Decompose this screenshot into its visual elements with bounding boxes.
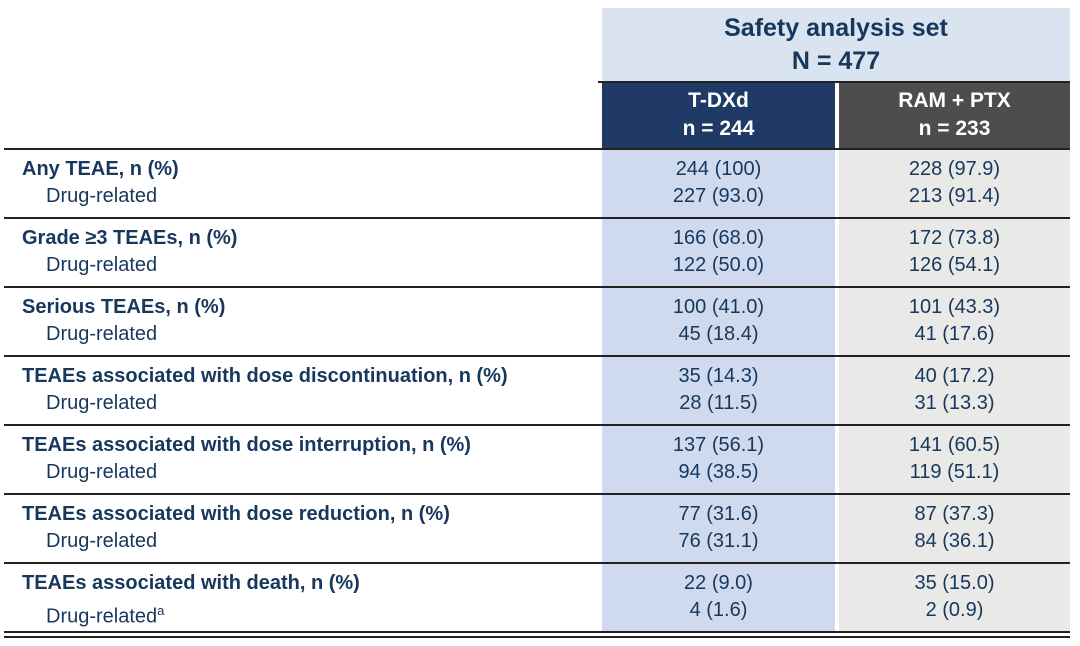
tdxd-sub-value: 122 (50.0): [672, 254, 765, 276]
tdxd-value-cell: 100 (41.0) 45 (18.4): [602, 288, 835, 355]
row-label: TEAEs associated with death, n (%): [22, 572, 360, 594]
tdxd-name: T-DXd: [688, 89, 749, 112]
banner-left-spacer: [0, 8, 602, 81]
ram-value-cell: 101 (43.3) 41 (17.6): [839, 288, 1070, 355]
tdxd-value-cell: 137 (56.1) 94 (38.5): [602, 426, 835, 493]
ram-value: 101 (43.3): [908, 296, 1001, 318]
ram-value-cell: 172 (73.8) 126 (54.1): [839, 219, 1070, 286]
safety-set-header: Safety analysis set N = 477: [602, 8, 1070, 81]
column-header-row: T-DXd n = 244 RAM + PTX n = 233: [0, 83, 1080, 148]
ram-value-cell: 87 (37.3) 84 (36.1): [839, 495, 1070, 562]
ram-value: 228 (97.9): [908, 158, 1001, 180]
row-sublabel: Drug-related: [46, 254, 158, 276]
safety-set-n: N = 477: [791, 47, 881, 75]
rule-bar: [598, 81, 1070, 83]
row-separator-rule: [0, 424, 1080, 426]
row-sublabel: Drug-related: [46, 461, 158, 483]
ram-value-cell: 35 (15.0) 2 (0.9): [839, 564, 1070, 631]
tdxd-sub-value: 45 (18.4): [678, 323, 759, 345]
row-label: Grade ≥3 TEAEs, n (%): [22, 227, 238, 249]
footnote-marker: a: [157, 603, 165, 618]
tdxd-value: 166 (68.0): [672, 227, 765, 249]
banner-bottom-rule: [0, 81, 1080, 83]
tdxd-value-cell: 166 (68.0) 122 (50.0): [602, 219, 835, 286]
ram-value: 172 (73.8): [908, 227, 1001, 249]
tdxd-value: 77 (31.6): [678, 503, 759, 525]
row-label-cell: TEAEs associated with death, n (%) Drug-…: [0, 564, 602, 631]
ram-value: 40 (17.2): [914, 365, 995, 387]
column-header-tdxd: T-DXd n = 244: [602, 83, 835, 148]
ram-sub-value: 41 (17.6): [914, 323, 995, 345]
ram-value-cell: 40 (17.2) 31 (13.3): [839, 357, 1070, 424]
ram-value-cell: 141 (60.5) 119 (51.1): [839, 426, 1070, 493]
tdxd-value: 22 (9.0): [684, 572, 753, 594]
safety-set-title: Safety analysis set: [724, 14, 948, 42]
tdxd-value: 244 (100): [675, 158, 762, 180]
tdxd-sub-value: 4 (1.6): [689, 599, 748, 621]
tdxd-value-cell: 244 (100) 227 (93.0): [602, 150, 835, 217]
row-label-cell: Any TEAE, n (%) Drug-related: [0, 150, 602, 217]
tdxd-sub-value: 227 (93.0): [672, 185, 765, 207]
table-bottom-rule: [0, 631, 1080, 638]
row-sublabel: Drug-related: [46, 185, 158, 207]
ram-sub-value: 84 (36.1): [914, 530, 995, 552]
colhead-left-spacer: [0, 83, 602, 148]
row-separator-rule: [0, 286, 1080, 288]
row-separator-rule: [0, 355, 1080, 357]
tdxd-value: 137 (56.1): [672, 434, 765, 456]
row-label: TEAEs associated with dose reduction, n …: [22, 503, 450, 525]
column-header-ram-ptx: RAM + PTX n = 233: [839, 83, 1070, 148]
tdxd-sub-value: 28 (11.5): [679, 392, 758, 414]
row-label-cell: Grade ≥3 TEAEs, n (%) Drug-related: [0, 219, 602, 286]
tdxd-value-cell: 22 (9.0) 4 (1.6): [602, 564, 835, 631]
ram-sub-value: 126 (54.1): [908, 254, 1001, 276]
table-row-dose-discontinuation: TEAEs associated with dose discontinuati…: [0, 357, 1080, 424]
row-label: Any TEAE, n (%): [22, 158, 179, 180]
ram-value: 141 (60.5): [908, 434, 1001, 456]
ram-value: 87 (37.3): [914, 503, 995, 525]
table-row-serious-teaes: Serious TEAEs, n (%) Drug-related 100 (4…: [0, 288, 1080, 355]
tdxd-value: 100 (41.0): [672, 296, 765, 318]
ram-sub-value: 213 (91.4): [908, 185, 1001, 207]
tdxd-n: n = 244: [682, 117, 755, 140]
table-row-any-teae: Any TEAE, n (%) Drug-related 244 (100) 2…: [0, 150, 1080, 217]
row-sublabel: Drug-related: [46, 530, 158, 552]
ram-value: 35 (15.0): [914, 572, 995, 594]
ram-value-cell: 228 (97.9) 213 (91.4): [839, 150, 1070, 217]
ram-ptx-name: RAM + PTX: [898, 89, 1011, 112]
row-sublabel: Drug-related: [46, 323, 158, 345]
row-label: Serious TEAEs, n (%): [22, 296, 226, 318]
tdxd-sub-value: 76 (31.1): [678, 530, 759, 552]
tdxd-sub-value: 94 (38.5): [678, 461, 759, 483]
row-separator-rule: [0, 562, 1080, 564]
tdxd-value-cell: 77 (31.6) 76 (31.1): [602, 495, 835, 562]
row-label: TEAEs associated with dose interruption,…: [22, 434, 471, 456]
table-row-death: TEAEs associated with death, n (%) Drug-…: [0, 564, 1080, 631]
row-label: TEAEs associated with dose discontinuati…: [22, 365, 508, 387]
ram-sub-value: 31 (13.3): [914, 392, 995, 414]
row-label-cell: TEAEs associated with dose discontinuati…: [0, 357, 602, 424]
ram-sub-value: 119 (51.1): [909, 461, 1000, 483]
table-row-dose-interruption: TEAEs associated with dose interruption,…: [0, 426, 1080, 493]
row-sublabel: Drug-related: [46, 392, 158, 414]
table-row-grade3-teaes: Grade ≥3 TEAEs, n (%) Drug-related 166 (…: [0, 219, 1080, 286]
row-label-cell: TEAEs associated with dose reduction, n …: [0, 495, 602, 562]
ram-sub-value: 2 (0.9): [925, 599, 984, 621]
row-label-cell: TEAEs associated with dose interruption,…: [0, 426, 602, 493]
tdxd-value: 35 (14.3): [678, 365, 759, 387]
row-sublabel: Drug-relateda: [46, 603, 165, 628]
ram-ptx-n: n = 233: [918, 117, 991, 140]
column-gap: [835, 83, 839, 148]
banner-row: Safety analysis set N = 477: [0, 8, 1080, 81]
row-separator-rule: [0, 217, 1080, 219]
table-row-dose-reduction: TEAEs associated with dose reduction, n …: [0, 495, 1080, 562]
row-separator-rule: [0, 493, 1080, 495]
tdxd-value-cell: 35 (14.3) 28 (11.5): [602, 357, 835, 424]
row-label-cell: Serious TEAEs, n (%) Drug-related: [0, 288, 602, 355]
header-separator-rule: [0, 148, 1080, 150]
